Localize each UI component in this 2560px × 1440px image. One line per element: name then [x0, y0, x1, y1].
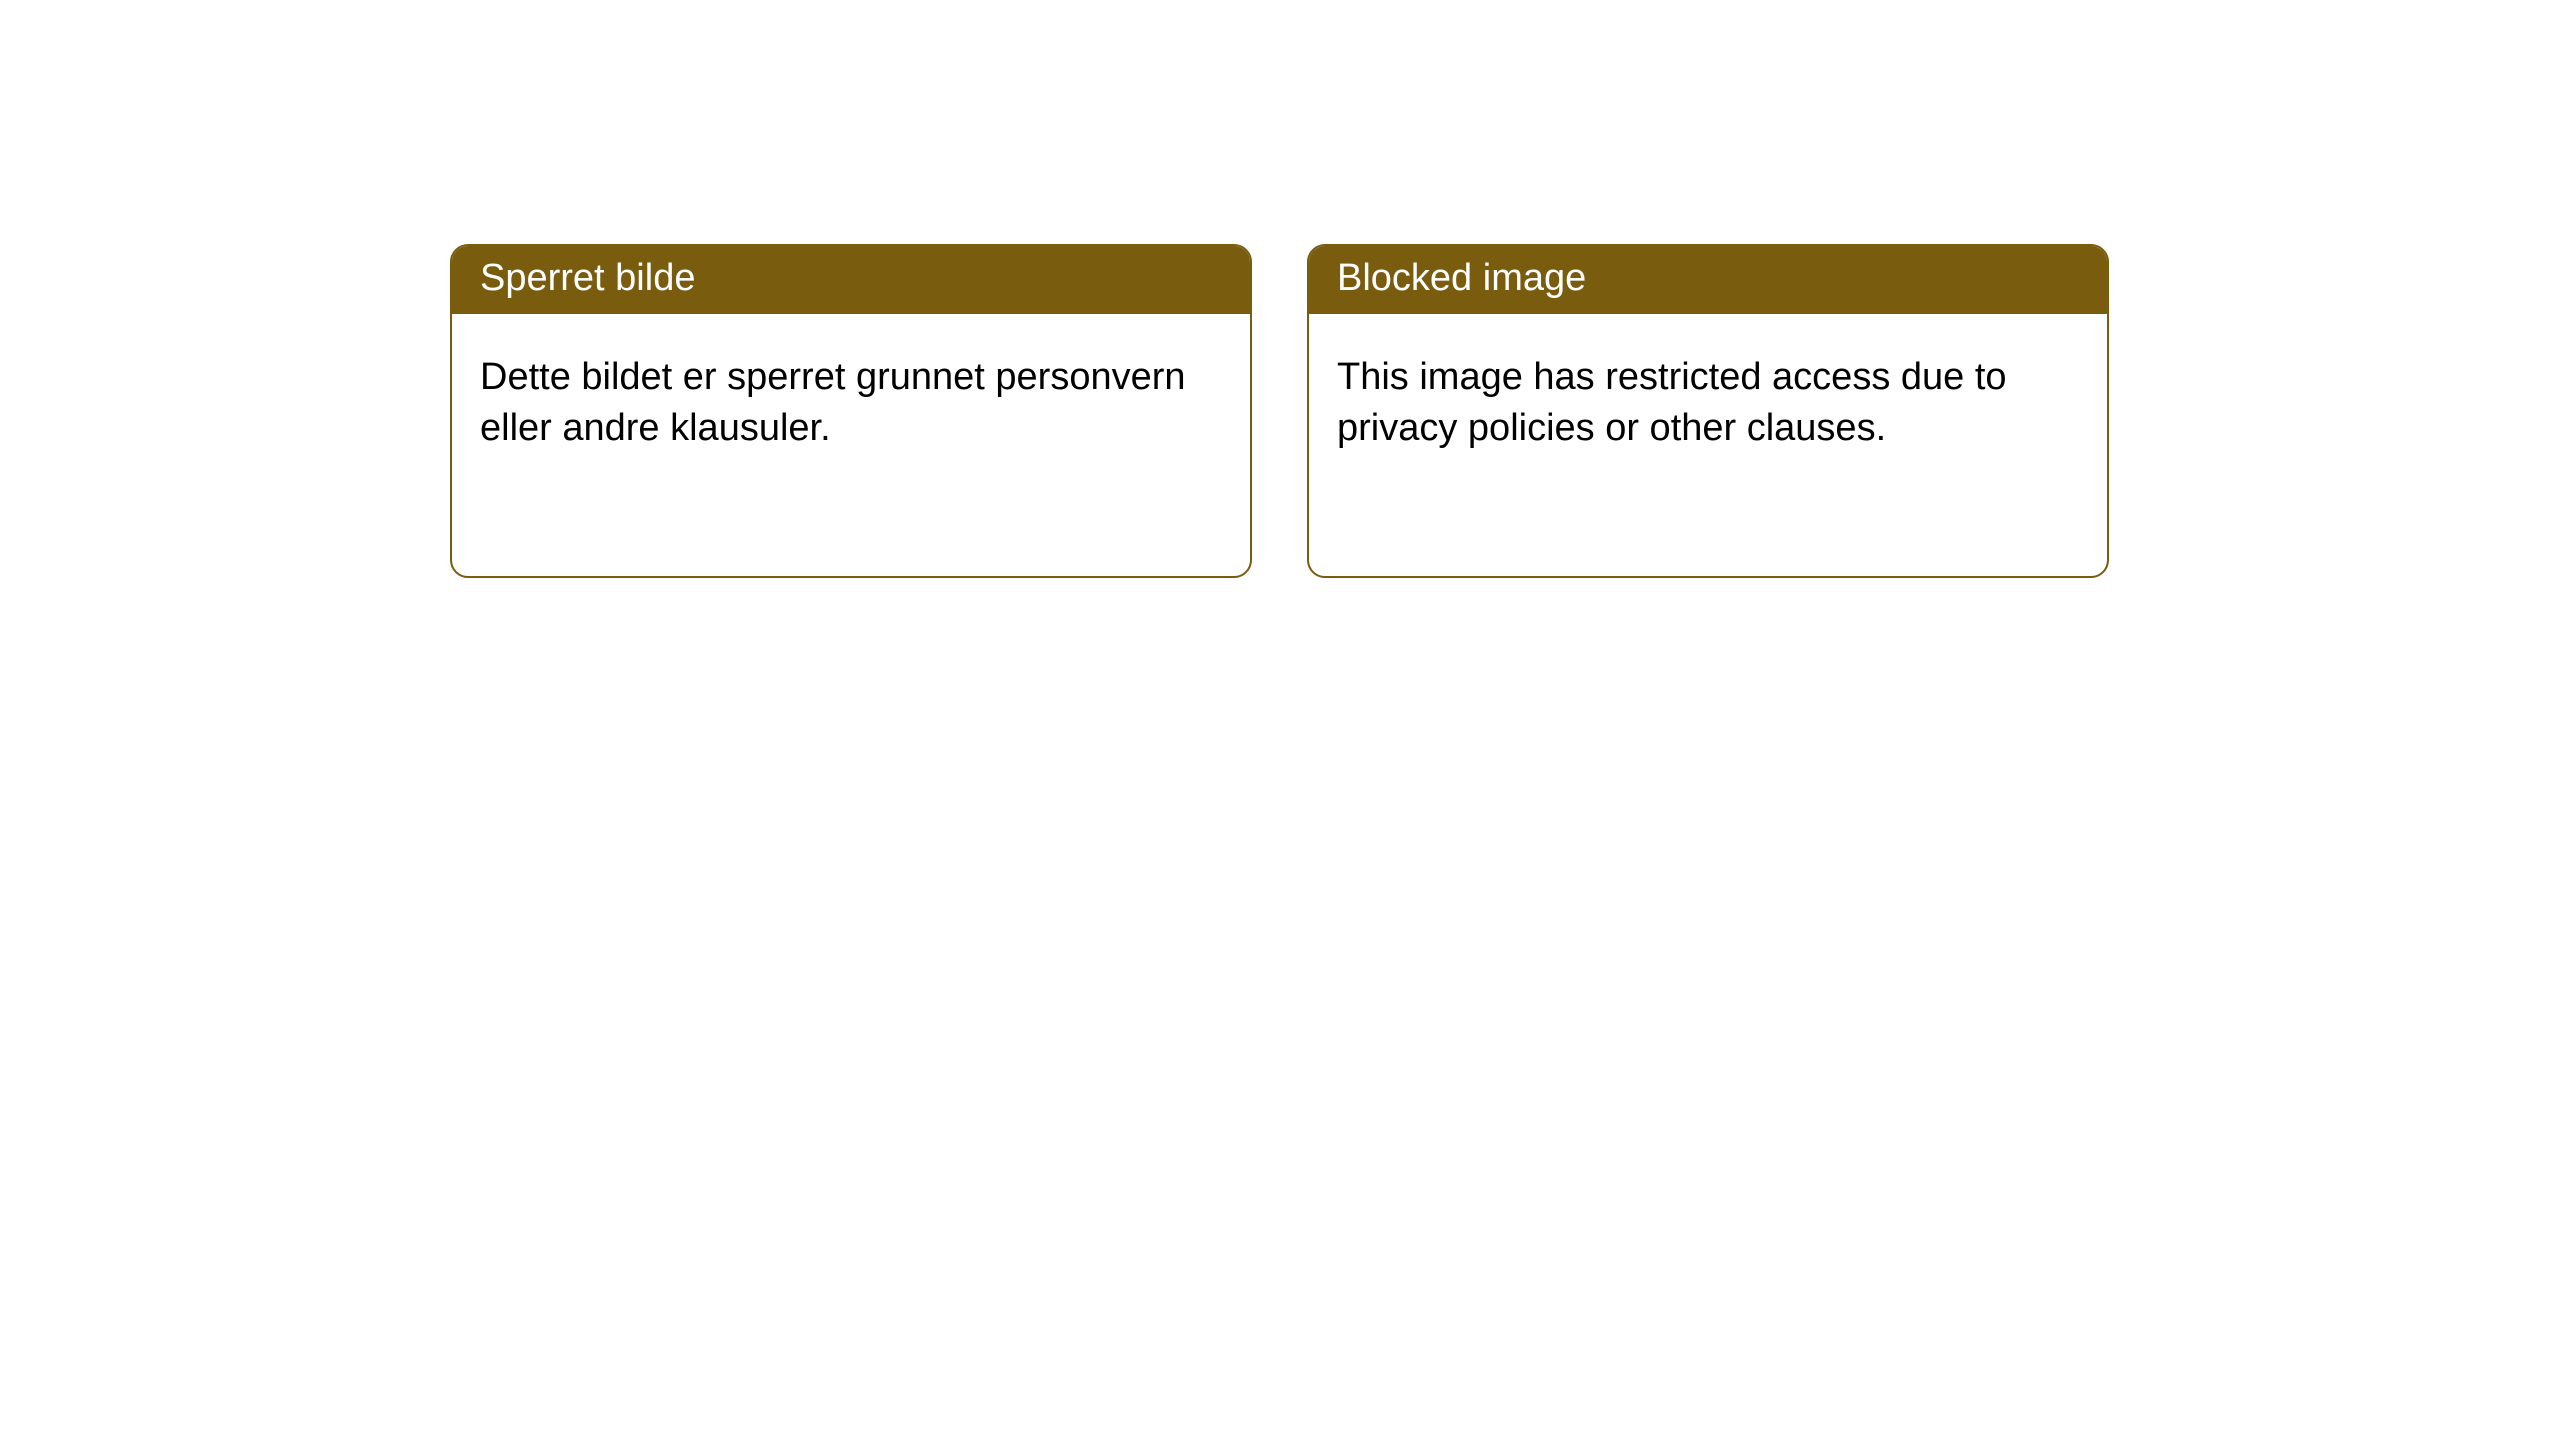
notice-card-norwegian: Sperret bilde Dette bildet er sperret gr…	[450, 244, 1252, 578]
notice-body: Dette bildet er sperret grunnet personve…	[452, 314, 1250, 493]
notice-card-english: Blocked image This image has restricted …	[1307, 244, 2109, 578]
notice-body: This image has restricted access due to …	[1309, 314, 2107, 493]
notice-title: Sperret bilde	[452, 246, 1250, 314]
notice-container: Sperret bilde Dette bildet er sperret gr…	[0, 0, 2560, 578]
notice-title: Blocked image	[1309, 246, 2107, 314]
